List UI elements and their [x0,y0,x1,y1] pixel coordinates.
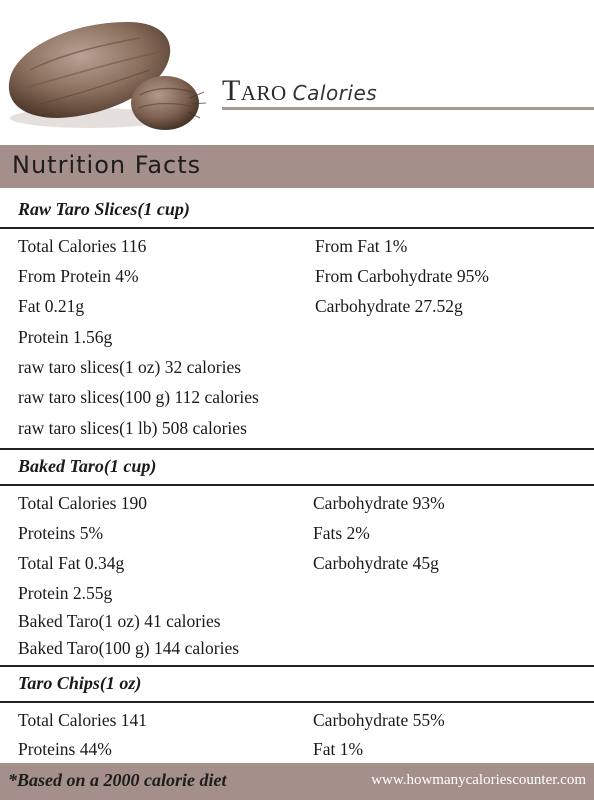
list-item: Baked Taro(1 oz) 41 calories [18,611,221,631]
list-item: From Carbohydrate 95% [315,266,489,286]
list-item: Proteins 44% [18,739,112,759]
divider [0,448,594,450]
list-item: Carbohydrate 93% [313,493,445,513]
list-item: Total Calories 190 [18,493,148,513]
list-item: Fat 1% [313,739,364,759]
list-item: Carbohydrate 55% [313,710,445,730]
title-main: Taro [222,74,287,107]
list-item: Protein 2.55g [18,583,113,603]
section-heading-raw-taro: Raw Taro Slices(1 cup) [18,199,190,219]
list-item: Protein 1.56g [18,327,113,347]
list-item: Carbohydrate 27.52g [315,296,463,316]
list-item: Total Calories 116 [18,236,147,256]
title-sub: Calories [292,81,378,105]
nutrition-facts-banner: Nutrition Facts [0,145,594,188]
title-underline [222,107,594,110]
divider [0,227,594,229]
list-item: From Protein 4% [18,266,139,286]
list-item: Carbohydrate 45g [313,553,439,573]
divider [0,665,594,667]
footer-bar: *Based on a 2000 calorie diet www.howman… [0,763,594,800]
list-item: Fats 2% [313,523,370,543]
list-item: raw taro slices(100 g) 112 calories [18,387,259,407]
list-item: raw taro slices(1 oz) 32 calories [18,357,242,377]
divider [0,701,594,703]
list-item: Baked Taro(100 g) 144 calories [18,638,240,658]
footer-note: *Based on a 2000 calorie diet [8,770,227,790]
hero: Taro Calories [0,0,594,145]
section-heading-baked-taro: Baked Taro(1 cup) [18,456,157,476]
page-title: Taro Calories [222,74,594,110]
taro-root-image [8,22,207,130]
list-item: Total Fat 0.34g [18,553,125,573]
divider [0,484,594,486]
list-item: Proteins 5% [18,523,104,543]
list-item: From Fat 1% [315,236,408,256]
list-item: raw taro slices(1 lb) 508 calories [18,418,247,438]
list-item: Total Calories 141 [18,710,148,730]
footer-site-link[interactable]: www.howmanycaloriescounter.com [371,772,586,788]
section-heading-taro-chips: Taro Chips(1 oz) [18,673,142,693]
banner-title: Nutrition Facts [12,151,202,179]
list-item: Fat 0.21g [18,296,85,316]
